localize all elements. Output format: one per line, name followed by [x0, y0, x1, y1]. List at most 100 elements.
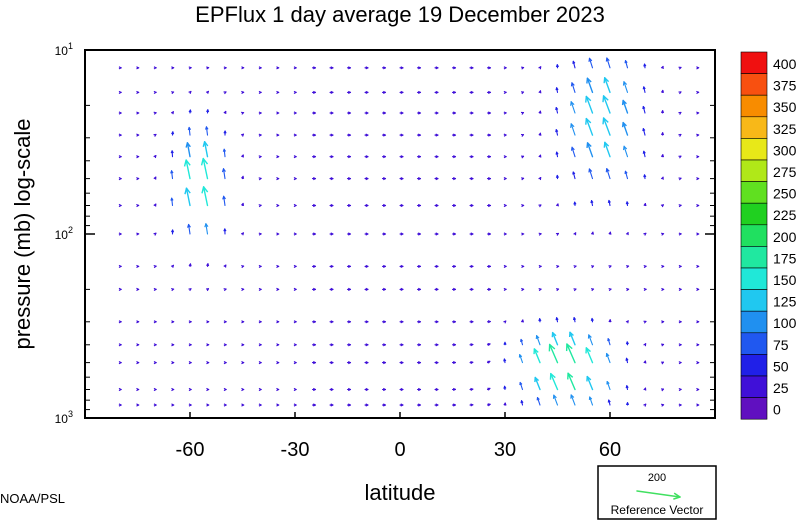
flux-vector — [538, 176, 542, 181]
colorbar-label: 300 — [773, 142, 797, 158]
flux-vector — [586, 142, 594, 158]
flux-vector — [293, 203, 297, 208]
flux-vector — [572, 60, 576, 69]
flux-vector — [416, 320, 422, 324]
flux-vector — [586, 77, 594, 94]
flux-vector — [416, 66, 422, 70]
flux-vector — [678, 111, 682, 115]
flux-vector — [136, 320, 140, 324]
flux-vector — [346, 403, 352, 407]
flux-vector — [555, 151, 559, 158]
flux-vector — [204, 223, 209, 235]
flux-vector — [548, 343, 559, 364]
flux-vector — [696, 90, 700, 95]
flux-vector — [311, 203, 317, 208]
flux-vector — [434, 90, 439, 94]
colorbar-swatch — [740, 224, 768, 247]
flux-vector — [329, 66, 334, 70]
flux-vector — [643, 232, 647, 236]
flux-vector — [311, 387, 317, 392]
flux-vector — [486, 264, 492, 268]
flux-vector — [188, 288, 192, 292]
flux-vector — [293, 320, 297, 324]
flux-vector — [521, 264, 525, 268]
flux-vector — [153, 203, 157, 207]
flux-vector — [364, 66, 369, 70]
flux-vector — [276, 66, 280, 70]
flux-vector — [293, 111, 297, 115]
flux-vector — [188, 90, 192, 94]
flux-vector — [626, 287, 630, 292]
flux-vector — [625, 320, 629, 324]
flux-vector — [201, 186, 209, 207]
flux-vector — [136, 343, 140, 347]
flux-vector — [696, 66, 700, 70]
flux-vector — [549, 372, 559, 391]
flux-vector — [241, 66, 245, 70]
flux-vector — [622, 81, 629, 93]
flux-vector — [434, 111, 439, 115]
flux-vector — [276, 203, 280, 208]
flux-vector — [570, 146, 576, 158]
flux-vector — [206, 66, 210, 70]
flux-vector — [590, 265, 595, 269]
flux-vector — [643, 174, 647, 180]
flux-vector — [696, 320, 700, 324]
flux-vector — [311, 320, 317, 324]
flux-vector — [503, 232, 507, 236]
flux-vector — [136, 90, 140, 94]
y-tick-label: 102 — [55, 225, 73, 242]
flux-vector — [586, 375, 594, 391]
flux-vector — [118, 403, 122, 407]
flux-vector — [486, 177, 492, 181]
flux-vector — [565, 343, 576, 364]
flux-vector — [276, 232, 280, 236]
x-tick-label: -30 — [281, 439, 310, 461]
flux-vector — [451, 361, 457, 365]
y-tick-exponent: 3 — [68, 409, 73, 419]
flux-vector — [696, 155, 700, 159]
flux-vector — [329, 287, 334, 291]
flux-vector — [570, 394, 576, 406]
flux-vector — [153, 387, 157, 392]
flux-vector — [223, 320, 227, 324]
flux-vector — [556, 264, 560, 269]
flux-vector — [469, 360, 474, 365]
flux-vector — [603, 141, 611, 158]
flux-vector — [486, 133, 492, 137]
flux-vector — [153, 90, 157, 95]
flux-vector — [696, 387, 700, 392]
flux-vector — [329, 232, 334, 236]
flux-vector — [381, 111, 387, 115]
colorbar-swatch — [740, 51, 768, 74]
flux-vector — [643, 320, 647, 324]
flux-vector — [153, 176, 157, 180]
flux-vector — [503, 177, 507, 181]
flux-vector — [451, 232, 457, 236]
colorbar-swatch — [740, 116, 768, 139]
flux-vector — [153, 111, 157, 115]
colorbar-swatch — [740, 375, 768, 398]
flux-vector — [520, 111, 525, 115]
flux-vector — [200, 157, 209, 180]
flux-vector — [469, 66, 474, 70]
flux-vector — [118, 203, 122, 208]
flux-vector — [587, 334, 594, 346]
flux-vector — [678, 403, 682, 407]
flux-vector — [241, 361, 245, 365]
flux-vector — [451, 387, 457, 392]
colorbar-label: 100 — [773, 315, 797, 331]
flux-vector — [346, 155, 352, 159]
flux-vector — [381, 155, 387, 159]
colorbar-label: 250 — [773, 186, 797, 202]
flux-vector — [607, 338, 611, 346]
flux-vector — [696, 361, 700, 365]
flux-vector — [276, 133, 280, 137]
flux-vector — [170, 197, 174, 207]
flux-vector — [399, 320, 404, 324]
flux-vector — [136, 66, 140, 70]
flux-vector — [538, 90, 542, 94]
flux-vector — [567, 372, 576, 391]
colorbar-label: 125 — [773, 294, 797, 310]
